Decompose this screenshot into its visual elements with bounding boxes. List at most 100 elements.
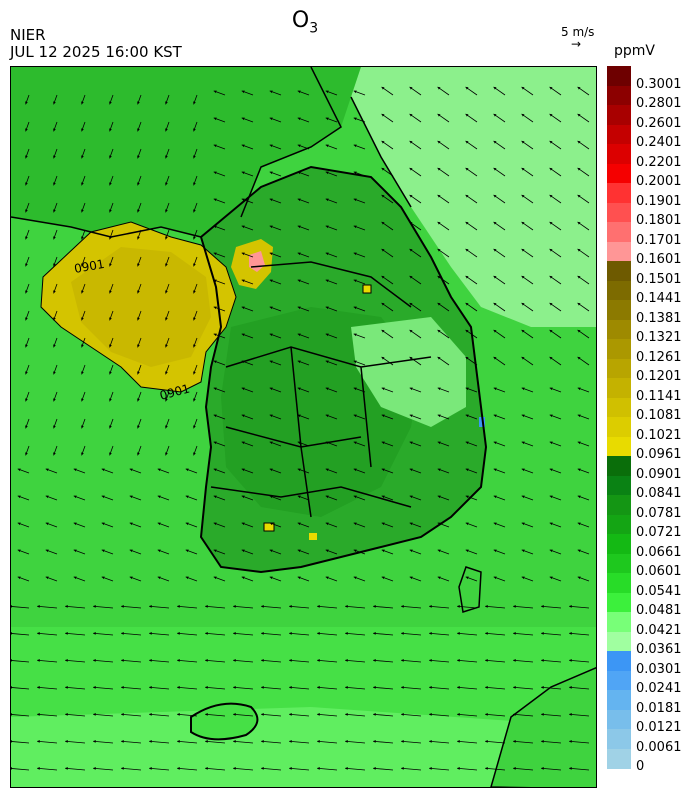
wind-arrow — [317, 740, 338, 744]
north-land — [11, 67, 361, 237]
wind-arrow-head — [185, 576, 189, 580]
wind-arrow-head — [297, 414, 301, 418]
wind-arrow-head — [457, 713, 460, 716]
wind-arrow — [261, 659, 282, 663]
wind-arrow-head — [325, 117, 329, 121]
wind-arrow-head — [25, 344, 28, 348]
wind-arrow — [289, 659, 310, 663]
wind-arrow-head — [409, 522, 413, 526]
wind-arrow-head — [165, 290, 168, 294]
wind-arrow-head — [493, 275, 497, 279]
wind-arrow-head — [25, 263, 28, 267]
contour-label-1: 0901 — [73, 257, 106, 276]
wind-arrow-head — [353, 441, 357, 445]
wind-arrow-head — [409, 275, 413, 279]
wind-arrow-head — [521, 302, 525, 306]
wind-arrow — [345, 767, 366, 771]
wind-arrow-head — [493, 522, 497, 526]
wind-arrow-head — [11, 605, 12, 608]
wind-arrow-head — [345, 713, 348, 716]
wind-arrow-head — [45, 495, 49, 499]
wind-arrow-head — [109, 344, 112, 348]
wind-arrow — [429, 686, 450, 690]
wind-arrow-head — [269, 360, 273, 364]
wind-arrow-head — [269, 522, 273, 526]
wind-arrow-head — [73, 522, 77, 526]
wind-arrow — [93, 659, 114, 663]
wind-arrow-head — [213, 414, 217, 418]
wind-arrow-head — [401, 713, 404, 716]
wind-arrow — [37, 740, 58, 744]
wind-arrow-head — [297, 117, 301, 121]
wind-arrow-head — [193, 128, 196, 132]
wind-arrow-head — [297, 576, 301, 580]
wind-arrow-head — [261, 713, 264, 716]
wind-arrow-head — [213, 198, 217, 202]
wind-arrow-head — [289, 767, 292, 770]
wind-arrow — [457, 632, 478, 636]
wind-arrow-head — [45, 522, 49, 526]
wind-arrow-head — [521, 194, 525, 198]
wind-arrow — [457, 659, 478, 663]
wind-arrow — [373, 740, 394, 744]
wind-arrow-head — [325, 171, 329, 175]
wind-arrow-head — [465, 549, 469, 553]
wind-arrow-head — [149, 632, 152, 635]
wind-arrow-head — [297, 360, 301, 364]
wind-arrow-head — [317, 659, 320, 662]
wind-arrow-head — [121, 605, 124, 608]
wind-arrow-head — [317, 605, 320, 608]
wind-arrow-head — [353, 171, 357, 175]
wind-arrow-head — [465, 140, 469, 144]
wind-arrow-head — [353, 198, 357, 202]
wind-arrow-head — [269, 90, 273, 94]
wind-arrow-head — [137, 425, 140, 429]
wind-arrow-head — [437, 495, 441, 499]
legend-swatch — [607, 495, 631, 515]
wind-arrow-head — [213, 279, 217, 283]
wind-arrow-head — [233, 632, 236, 635]
wind-arrow-head — [261, 659, 264, 662]
legend-swatch — [607, 417, 631, 437]
wind-arrow-head — [353, 414, 357, 418]
wind-arrow-head — [137, 452, 140, 456]
wind-arrow-head — [465, 468, 469, 472]
wind-arrow — [37, 767, 58, 771]
wind-arrow-head — [549, 414, 553, 418]
wind-arrow — [373, 605, 394, 609]
wind-arrow-head — [409, 194, 413, 198]
wind-arrow-head — [493, 549, 497, 553]
wind-arrow-head — [541, 686, 544, 689]
wind-arrow-head — [11, 632, 12, 635]
wind-arrow-head — [297, 495, 301, 499]
wind-arrow-head — [401, 605, 404, 608]
wind-arrow-head — [213, 225, 217, 229]
wind-arrow-head — [409, 414, 413, 418]
wind-arrow-head — [465, 356, 469, 360]
wind-arrow-head — [549, 194, 553, 198]
wind-arrow — [37, 605, 58, 609]
wind-arrow-head — [325, 198, 329, 202]
wind-arrow-head — [261, 740, 264, 743]
wind-arrow-head — [289, 686, 292, 689]
wind-arrow-head — [465, 414, 469, 418]
wind-arrow — [37, 713, 58, 717]
wind-arrow-head — [185, 495, 189, 499]
wind-arrow-head — [37, 605, 40, 608]
wind-arrow-head — [381, 86, 385, 90]
wind-arrow-head — [409, 302, 413, 306]
wind-arrow-head — [353, 90, 357, 94]
wind-arrow-head — [325, 306, 329, 310]
legend-swatch — [607, 261, 631, 281]
wind-arrow — [11, 687, 30, 690]
wind-arrow-head — [25, 371, 28, 375]
wind-arrow-head — [73, 495, 77, 499]
wind-arrow — [569, 740, 590, 744]
wind-arrow-head — [437, 468, 441, 472]
wind-arrow — [373, 767, 394, 771]
legend-tick-label: 0.0181 — [636, 700, 682, 716]
legend-tick-label: 0.1801 — [636, 213, 682, 229]
wind-arrow-head — [65, 713, 68, 716]
wind-arrow-head — [53, 452, 56, 456]
wind-arrow-head — [205, 686, 208, 689]
